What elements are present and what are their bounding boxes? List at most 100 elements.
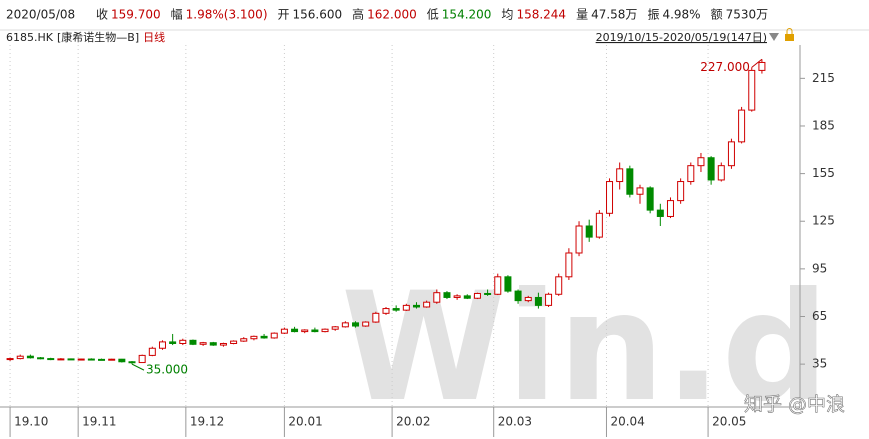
annotation: 227.000 — [700, 60, 750, 74]
candle-body — [636, 187, 644, 195]
candle-body — [646, 187, 654, 211]
candle-body — [545, 293, 553, 306]
y-tick-label: 155 — [812, 166, 835, 180]
candle-body — [412, 304, 420, 308]
candle-body — [301, 329, 309, 333]
x-tick-label: 20.01 — [288, 415, 322, 429]
candle-body — [16, 355, 24, 360]
x-tick-label: 20.04 — [610, 415, 644, 429]
annotation-leader — [131, 363, 145, 371]
date: 2020/05/08 — [6, 8, 75, 22]
candle-body — [697, 157, 705, 167]
y-tick-label: 215 — [812, 71, 835, 85]
candle-body — [534, 296, 542, 306]
candle-body — [524, 296, 532, 302]
candle-body — [707, 157, 715, 181]
candle-body — [108, 358, 116, 361]
candle-body — [199, 342, 207, 345]
candle-body — [291, 328, 299, 333]
candle-body — [6, 358, 14, 361]
item-label: 收 — [96, 8, 108, 22]
header-items: 收 159.700 幅 1.98%(3.100) 开 156.600 高 162.000 低 15… — [96, 7, 768, 22]
item-value: 1.98%(3.100) — [186, 8, 268, 22]
candle-body — [169, 341, 177, 344]
candle-body — [179, 339, 187, 344]
candle-body — [219, 342, 227, 346]
candle-body — [555, 276, 563, 295]
y-tick-label: 125 — [812, 214, 835, 228]
candle-body — [595, 212, 603, 238]
candle-body — [138, 354, 146, 364]
candle-body — [687, 165, 695, 183]
plot — [6, 45, 766, 407]
dropdown-icon[interactable] — [769, 33, 779, 41]
x-tick-label: 20.05 — [712, 415, 746, 429]
candle-body — [677, 181, 685, 202]
candle-body — [504, 276, 512, 292]
candle-body — [575, 225, 583, 254]
candle-body — [128, 361, 136, 364]
candle-body — [402, 304, 410, 311]
candle-body — [392, 308, 400, 311]
candle-body — [311, 329, 319, 333]
candle-body — [148, 347, 156, 356]
candle-body — [331, 326, 339, 330]
period: 日线 — [143, 30, 165, 44]
item-label: 振 — [647, 8, 659, 22]
y-tick-label: 65 — [812, 309, 827, 323]
item-label: 开 — [278, 8, 290, 22]
candle-body — [77, 358, 85, 361]
candle-body — [727, 141, 735, 167]
candle-body — [616, 168, 624, 183]
candle-body — [47, 358, 55, 361]
annotation: 35.000 — [146, 363, 188, 377]
item-value: 7530万 — [726, 8, 769, 22]
candle-body — [362, 321, 370, 327]
item-label: 量 — [576, 8, 588, 22]
candle-body — [433, 292, 441, 303]
candle-body — [209, 342, 217, 346]
x-tick-label: 19.11 — [82, 415, 116, 429]
x-tick-label: 19.10 — [14, 415, 48, 429]
candle-body — [423, 301, 431, 308]
candle-body — [67, 358, 75, 361]
y-tick-label: 35 — [812, 357, 827, 371]
stock-name: [康希诺生物—B] — [57, 30, 139, 44]
candle-body — [585, 225, 593, 238]
candle-body — [473, 292, 481, 299]
candle-body — [270, 332, 278, 339]
item-value: 159.700 — [111, 8, 161, 22]
candle-body — [352, 322, 360, 327]
lock-shackle — [786, 28, 793, 34]
code: 6185.HK — [6, 31, 54, 44]
x-tick-label: 20.02 — [396, 415, 430, 429]
x-tick-label: 20.03 — [498, 415, 532, 429]
candle-body — [250, 335, 258, 340]
date-range[interactable]: 2019/10/15-2020/05/19(147日) — [596, 31, 767, 44]
candle-body — [738, 109, 746, 143]
candle-body — [57, 358, 65, 361]
x-tick-label: 19.12 — [190, 415, 224, 429]
candle-body — [189, 339, 197, 345]
candle-body — [341, 322, 349, 328]
candle-body — [656, 209, 664, 217]
candle-body — [565, 252, 573, 278]
y-tick-label: 95 — [812, 261, 827, 275]
candle-body — [606, 181, 614, 214]
item-value: 154.200 — [442, 8, 492, 22]
item-label: 幅 — [171, 7, 183, 22]
watermark-credit: 知乎 @中浪 — [744, 394, 845, 416]
candle-body — [758, 61, 766, 71]
candle-body — [463, 295, 471, 299]
candle-body — [240, 338, 248, 342]
candle-body — [26, 355, 34, 359]
candle-body — [158, 341, 166, 349]
candle-body — [453, 295, 461, 298]
item-value: 158.244 — [516, 8, 566, 22]
lock-icon[interactable] — [785, 34, 794, 41]
candle-body — [748, 69, 756, 111]
candle-body — [484, 292, 492, 295]
item-value: 4.98% — [662, 8, 700, 22]
candle-body — [382, 308, 390, 314]
